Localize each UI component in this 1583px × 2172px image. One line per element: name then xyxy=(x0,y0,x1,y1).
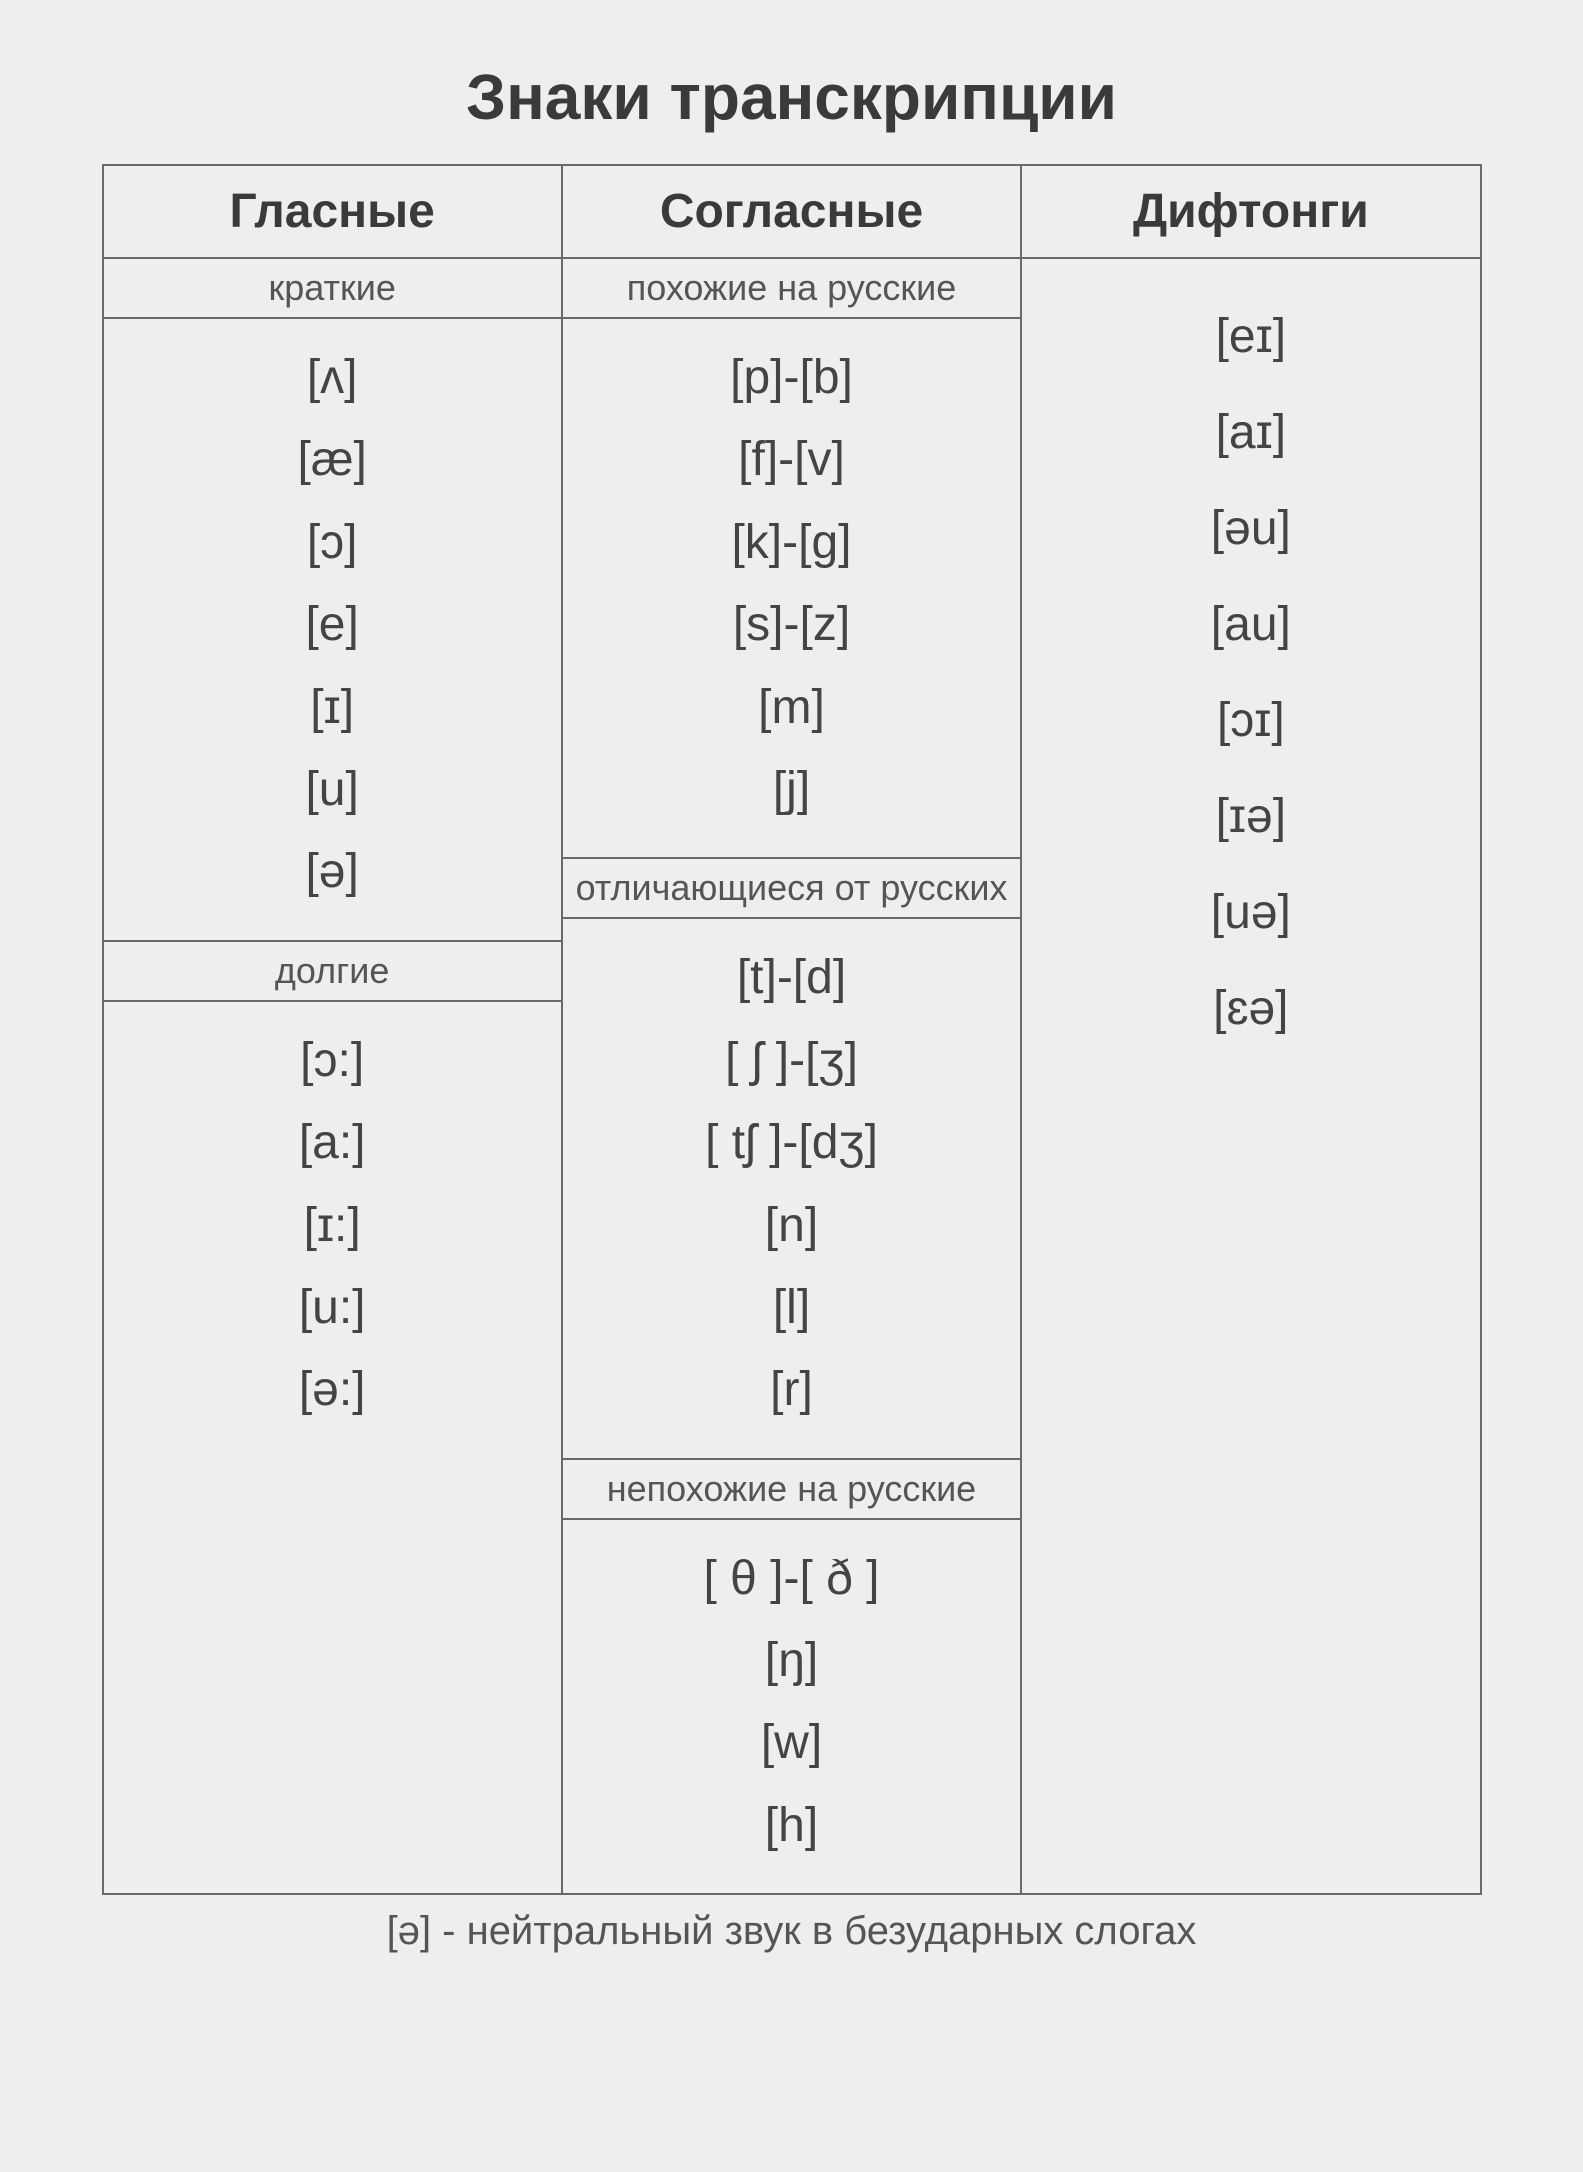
consonant-similar-item: [k]-[g] xyxy=(573,502,1010,584)
vowel-short-item: [e] xyxy=(114,584,551,666)
vowel-short-item: [ə] xyxy=(114,831,551,913)
consonant-unlike-item: [h] xyxy=(573,1785,1010,1867)
table-header-row: Гласные Согласные Дифтонги xyxy=(103,165,1481,258)
consonant-similar-item: [j] xyxy=(573,749,1010,831)
diphthong-item: [aɪ] xyxy=(1032,385,1469,481)
transcription-table: Гласные Согласные Дифтонги краткие [ʌ][æ… xyxy=(102,164,1482,1895)
consonants-different-list: [t]-[d][ ʃ ]-[ʒ][ tʃ ]-[dʒ][n][l][r] xyxy=(563,919,1020,1457)
vowel-long-item: [ə:] xyxy=(114,1349,551,1431)
page: Знаки транскрипции Гласные Согласные Диф… xyxy=(42,60,1542,1954)
vowel-short-item: [æ] xyxy=(114,419,551,501)
diphthong-item: [əu] xyxy=(1032,481,1469,577)
vowels-short-label: краткие xyxy=(104,259,561,319)
vowel-short-item: [u] xyxy=(114,749,551,831)
consonants-unlike-list: [ θ ]-[ ð ][ŋ][w][h] xyxy=(563,1520,1020,1894)
vowels-short-list: [ʌ][æ][ɔ][e][ɪ][u][ə] xyxy=(104,319,561,940)
consonant-different-item: [n] xyxy=(573,1185,1010,1267)
vowels-long-label: долгие xyxy=(104,940,561,1002)
diphthong-item: [ɔɪ] xyxy=(1032,673,1469,769)
consonant-unlike-item: [ŋ] xyxy=(573,1620,1010,1702)
vowel-long-item: [ɔ:] xyxy=(114,1020,551,1102)
consonant-similar-item: [p]-[b] xyxy=(573,337,1010,419)
vowels-long-list: [ɔ:][a:][ɪ:][u:][ə:] xyxy=(104,1002,561,1458)
consonant-similar-item: [m] xyxy=(573,667,1010,749)
diphthongs-cell: [eɪ][aɪ][əu][au][ɔɪ][ɪə][uə][ɛə] xyxy=(1021,258,1480,1894)
vowel-short-item: [ʌ] xyxy=(114,337,551,419)
consonants-different-label: отличающиеся от русских xyxy=(563,857,1020,919)
vowel-long-item: [u:] xyxy=(114,1267,551,1349)
vowel-long-item: [a:] xyxy=(114,1102,551,1184)
table-body-row: краткие [ʌ][æ][ɔ][e][ɪ][u][ə] долгие [ɔ:… xyxy=(103,258,1481,1894)
diphthong-item: [uə] xyxy=(1032,865,1469,961)
col-header-consonants: Согласные xyxy=(562,165,1021,258)
diphthongs-list: [eɪ][aɪ][əu][au][ɔɪ][ɪə][uə][ɛə] xyxy=(1022,259,1479,1087)
vowels-cell: краткие [ʌ][æ][ɔ][e][ɪ][u][ə] долгие [ɔ:… xyxy=(103,258,562,1894)
consonant-different-item: [l] xyxy=(573,1267,1010,1349)
consonant-unlike-item: [w] xyxy=(573,1702,1010,1784)
diphthong-item: [ɛə] xyxy=(1032,961,1469,1057)
consonants-similar-label: похожие на русские xyxy=(563,259,1020,319)
vowel-short-item: [ɔ] xyxy=(114,502,551,584)
consonant-different-item: [r] xyxy=(573,1349,1010,1431)
vowel-long-item: [ɪ:] xyxy=(114,1185,551,1267)
consonants-similar-list: [p]-[b][f]-[v][k]-[g][s]-[z][m][j] xyxy=(563,319,1020,857)
diphthong-item: [eɪ] xyxy=(1032,289,1469,385)
consonant-similar-item: [f]-[v] xyxy=(573,419,1010,501)
consonants-cell: похожие на русские [p]-[b][f]-[v][k]-[g]… xyxy=(562,258,1021,1894)
diphthong-item: [ɪə] xyxy=(1032,769,1469,865)
vowel-short-item: [ɪ] xyxy=(114,667,551,749)
consonant-unlike-item: [ θ ]-[ ð ] xyxy=(573,1538,1010,1620)
footnote: [ə] - нейтральный звук в безударных слог… xyxy=(42,1909,1542,1954)
col-header-vowels: Гласные xyxy=(103,165,562,258)
consonant-different-item: [ tʃ ]-[dʒ] xyxy=(573,1102,1010,1184)
consonant-different-item: [t]-[d] xyxy=(573,937,1010,1019)
consonant-similar-item: [s]-[z] xyxy=(573,584,1010,666)
page-title: Знаки транскрипции xyxy=(42,60,1542,134)
consonants-unlike-label: непохожие на русские xyxy=(563,1458,1020,1520)
consonant-different-item: [ ʃ ]-[ʒ] xyxy=(573,1020,1010,1102)
diphthong-item: [au] xyxy=(1032,577,1469,673)
col-header-diphthongs: Дифтонги xyxy=(1021,165,1480,258)
